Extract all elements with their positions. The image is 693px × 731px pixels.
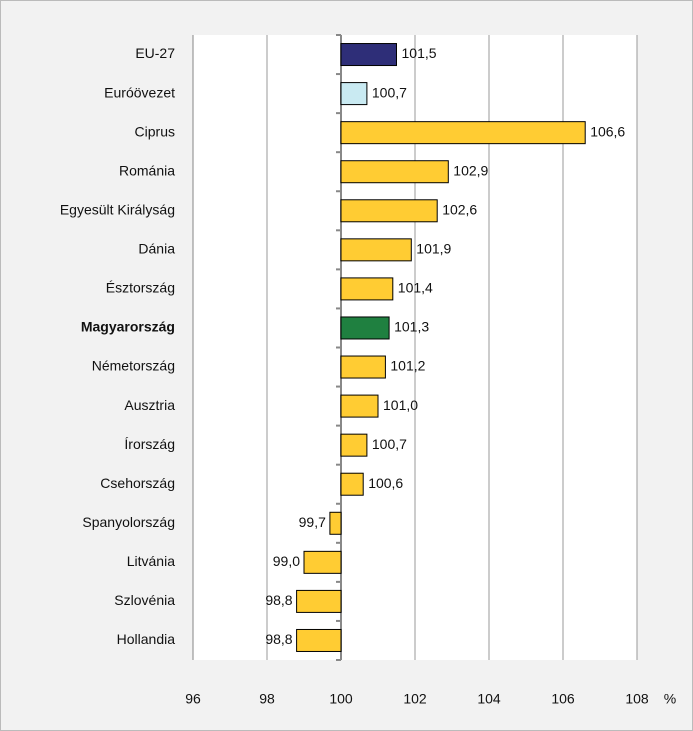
value-label: 102,6 — [442, 201, 477, 217]
value-label: 98,8 — [265, 592, 292, 608]
x-tick-label: 96 — [185, 691, 201, 707]
x-tick-label: 106 — [551, 691, 575, 707]
x-unit: % — [664, 691, 676, 707]
value-label: 101,4 — [398, 280, 433, 296]
bar — [329, 511, 342, 535]
value-label: 101,9 — [416, 241, 451, 257]
y-tick-label: Egyesült Királyság — [60, 201, 175, 217]
value-label: 101,0 — [383, 397, 418, 413]
bar — [340, 160, 449, 184]
bar — [340, 43, 397, 67]
y-tick-label: Németország — [92, 358, 175, 374]
value-label: 101,2 — [390, 358, 425, 374]
bar — [340, 316, 390, 340]
y-tick-label: Hollandia — [117, 631, 176, 647]
value-label: 101,5 — [402, 45, 437, 61]
value-label: 106,6 — [590, 123, 625, 139]
value-label: 100,7 — [372, 84, 407, 100]
bar — [340, 121, 586, 145]
y-tick-label: Szlovénia — [114, 592, 175, 608]
bar — [303, 550, 342, 574]
x-tick-label: 100 — [329, 691, 353, 707]
y-tick-label: Ciprus — [135, 123, 175, 139]
bar — [296, 628, 342, 652]
x-tick-label: 104 — [477, 691, 501, 707]
y-tick-label: Dánia — [138, 241, 175, 257]
bar — [340, 394, 379, 418]
x-tick-label: 108 — [625, 691, 649, 707]
value-label: 100,6 — [368, 475, 403, 491]
y-tick-label: Románia — [119, 162, 175, 178]
y-tick-label: Írország — [124, 436, 175, 452]
x-tick-label: 102 — [403, 691, 427, 707]
value-label: 101,3 — [394, 319, 429, 335]
y-tick-label: Euróövezet — [104, 84, 175, 100]
bar — [340, 277, 394, 301]
y-tick-label: Litvánia — [127, 553, 175, 569]
value-label: 98,8 — [265, 631, 292, 647]
value-label: 99,7 — [299, 514, 326, 530]
value-label: 102,9 — [453, 162, 488, 178]
bar — [340, 433, 368, 457]
bar — [296, 589, 342, 613]
y-tick-label: Csehország — [100, 475, 175, 491]
bar — [340, 355, 386, 379]
x-tick-label: 98 — [259, 691, 275, 707]
value-label: 100,7 — [372, 436, 407, 452]
value-label: 99,0 — [273, 553, 300, 569]
y-tick-label: Magyarország — [81, 319, 175, 335]
y-tick-label: EU-27 — [135, 45, 175, 61]
bar — [340, 238, 412, 262]
y-tick-label: Ausztria — [124, 397, 175, 413]
bar — [340, 472, 364, 496]
bar — [340, 199, 438, 223]
bar — [340, 82, 368, 106]
y-tick-label: Spanyolország — [82, 514, 175, 530]
y-tick-label: Észtország — [106, 280, 175, 296]
